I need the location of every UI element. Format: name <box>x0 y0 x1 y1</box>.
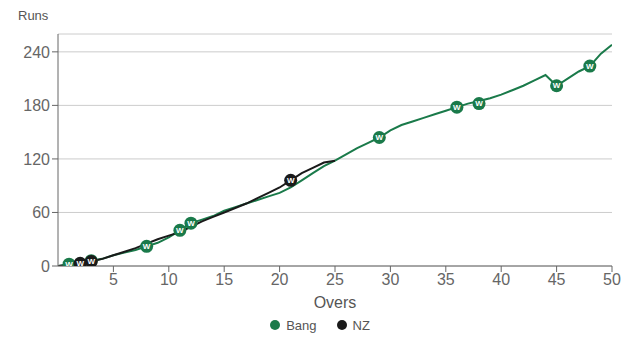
svg-text:W: W <box>143 242 151 251</box>
svg-text:20: 20 <box>271 271 289 288</box>
svg-text:W: W <box>287 176 295 185</box>
svg-text:240: 240 <box>23 44 50 61</box>
svg-text:120: 120 <box>23 151 50 168</box>
svg-text:45: 45 <box>548 271 566 288</box>
svg-text:W: W <box>553 81 561 90</box>
html-text:Runs: Runs <box>18 8 49 23</box>
svg-text:60: 60 <box>32 204 50 221</box>
svg-text:15: 15 <box>215 271 233 288</box>
svg-text:35: 35 <box>437 271 455 288</box>
svg-text:W: W <box>87 257 95 266</box>
svg-text:W: W <box>453 103 461 112</box>
svg-text:0: 0 <box>41 258 50 275</box>
svg-text:50: 50 <box>603 271 621 288</box>
svg-text:W: W <box>87 256 95 265</box>
svg-text:5: 5 <box>109 271 118 288</box>
svg-text:25: 25 <box>326 271 344 288</box>
html-text:NZ: NZ <box>352 317 370 333</box>
svg-text:30: 30 <box>382 271 400 288</box>
svg-text:40: 40 <box>492 271 510 288</box>
svg-text:10: 10 <box>160 271 178 288</box>
svg-text:W: W <box>76 259 84 266</box>
svg-text:180: 180 <box>23 97 50 114</box>
svg-text:Overs: Overs <box>314 294 357 311</box>
svg-text:W: W <box>586 62 594 71</box>
svg-text:W: W <box>187 219 195 228</box>
svg-text:W: W <box>376 133 384 142</box>
svg-text:W: W <box>475 99 483 108</box>
svg-text:W: W <box>65 260 73 266</box>
html-text:Bang: Bang <box>286 317 317 333</box>
svg-text:W: W <box>176 226 184 235</box>
